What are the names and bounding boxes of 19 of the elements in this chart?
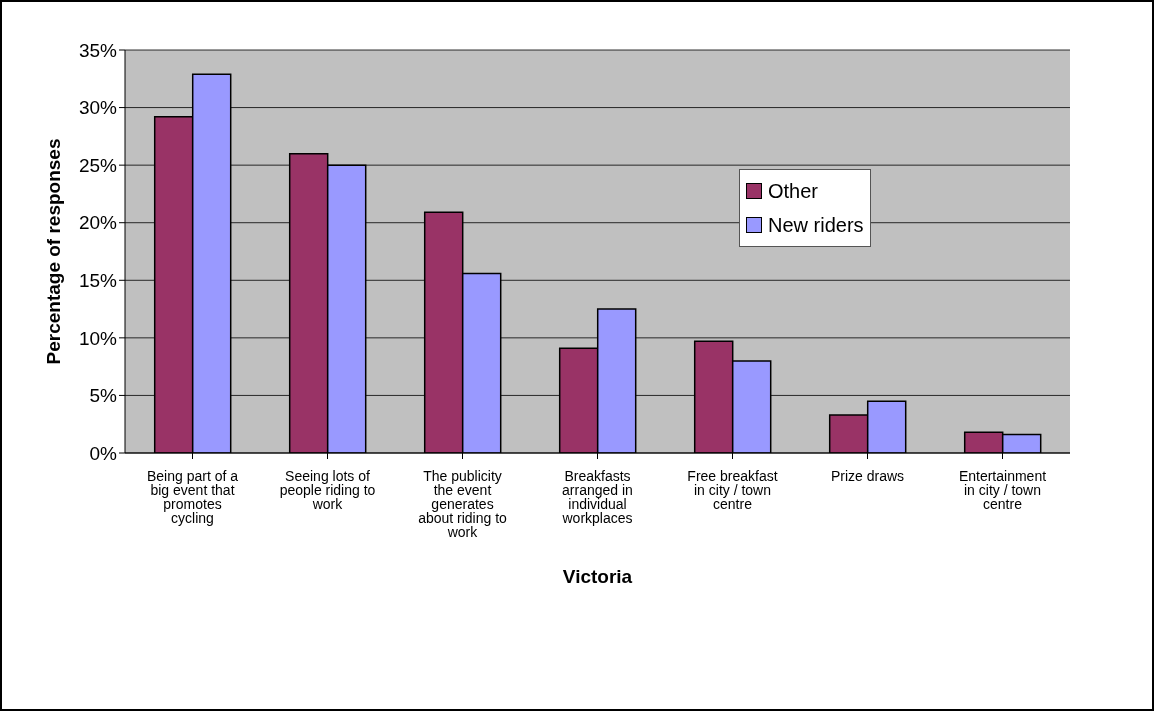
y-tick-label: 25%: [78, 154, 118, 176]
x-axis-title: Victoria: [562, 566, 633, 587]
legend-label: New riders: [768, 213, 864, 238]
x-tick-label: The publicity the event generates about riding to work: [418, 467, 508, 540]
y-tick-label: 20%: [78, 212, 118, 234]
x-tick-label: Breakfasts arranged in individual workplaces: [561, 467, 633, 526]
y-tick-label: 35%: [78, 39, 118, 61]
x-tick-label: Prize draws: [830, 467, 905, 484]
x-tick-label: Free breakfast in city / town centre: [687, 467, 778, 512]
y-tick-label: 15%: [78, 270, 118, 292]
x-tick-label: Being part of a big event that promotes cycling: [146, 467, 239, 526]
y-tick-label: 5%: [89, 385, 118, 407]
y-axis-title: Percentage of responses: [42, 138, 64, 365]
y-tick-label: 10%: [78, 327, 118, 349]
legend-label: Other: [768, 179, 819, 204]
x-tick-label: Seeing lots of people riding to work: [279, 467, 376, 512]
y-tick-label: 0%: [89, 442, 118, 464]
y-tick-label: 30%: [78, 97, 118, 119]
x-tick-label: Entertainment in city / town centre: [958, 467, 1047, 512]
